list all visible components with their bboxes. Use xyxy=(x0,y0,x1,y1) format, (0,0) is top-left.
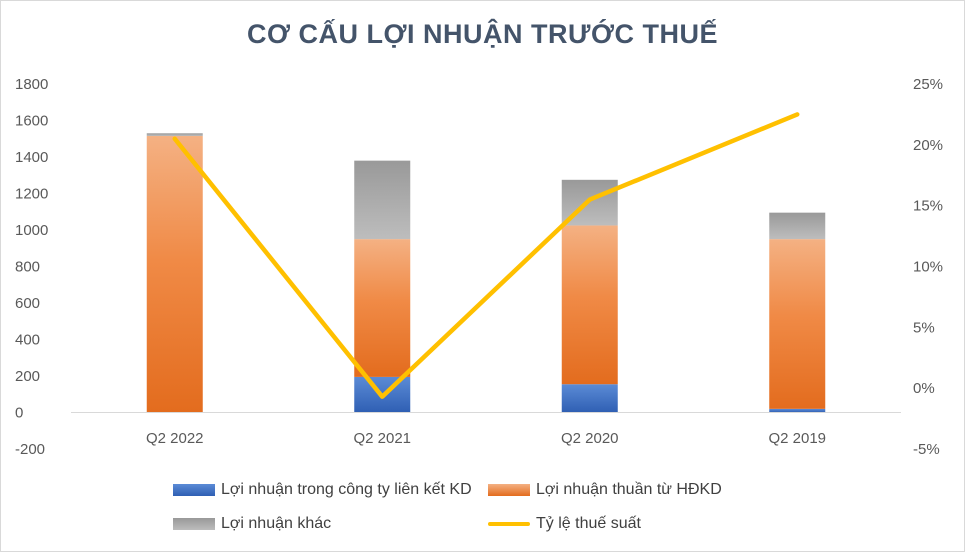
bar-associates xyxy=(769,408,826,413)
y-left-tick-label: 1200 xyxy=(15,186,48,203)
x-tick-label: Q2 2019 xyxy=(768,430,826,447)
y-right-tick-label: 25% xyxy=(913,76,943,93)
y-left-tick-label: -200 xyxy=(15,441,45,458)
bar-operating xyxy=(769,239,826,409)
bar-operating xyxy=(146,136,203,413)
y-right-tick-label: 15% xyxy=(913,198,943,215)
bar-operating xyxy=(561,225,618,385)
y-left-tick-label: 0 xyxy=(15,405,23,422)
y-left-tick-label: 1000 xyxy=(15,222,48,239)
chart-title: CƠ CẤU LỢI NHUẬN TRƯỚC THUẾ xyxy=(247,19,718,49)
x-tick-label: Q2 2020 xyxy=(561,430,619,447)
bar-operating xyxy=(354,239,411,377)
bar-other xyxy=(354,160,411,240)
y-left-tick-label: 800 xyxy=(15,259,40,276)
y-right-tick-label: 20% xyxy=(913,137,943,154)
y-left-tick-label: 400 xyxy=(15,332,40,349)
y-left-tick-label: 600 xyxy=(15,295,40,312)
y-right-tick-label: 0% xyxy=(913,380,935,397)
x-tick-label: Q2 2022 xyxy=(146,430,204,447)
x-tick-label: Q2 2021 xyxy=(353,430,411,447)
y-left-tick-label: 200 xyxy=(15,368,40,385)
y-right-tick-label: -5% xyxy=(913,441,940,458)
bar-other xyxy=(146,133,203,137)
bar-associates xyxy=(561,384,618,413)
y-right-tick-label: 10% xyxy=(913,259,943,276)
bar-other xyxy=(769,212,826,240)
line-tax-rate xyxy=(172,112,800,399)
y-left-tick-label: 1600 xyxy=(15,113,48,130)
y-left-tick-label: 1400 xyxy=(15,149,48,166)
y-left-tick-label: 1800 xyxy=(15,76,48,93)
y-right-tick-label: 5% xyxy=(913,319,935,336)
